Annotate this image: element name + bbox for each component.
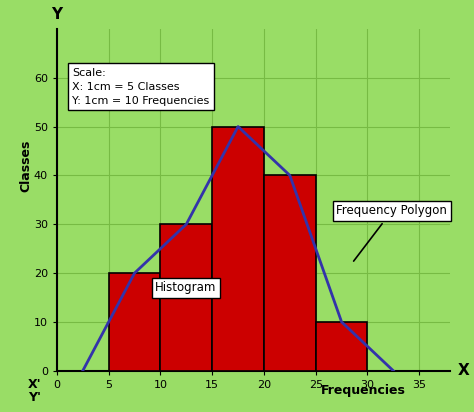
Text: Y': Y' <box>28 391 41 404</box>
Bar <box>316 322 367 371</box>
Bar <box>264 176 316 371</box>
Text: Frequencies: Frequencies <box>321 384 406 398</box>
Bar <box>212 126 264 371</box>
Text: Y: Y <box>51 7 63 22</box>
Text: X: X <box>458 363 470 378</box>
Bar <box>109 273 160 371</box>
Text: Histogram: Histogram <box>155 281 217 294</box>
Text: Frequency Polygon: Frequency Polygon <box>337 204 447 261</box>
Text: Scale:
X: 1cm = 5 Classes
Y: 1cm = 10 Frequencies: Scale: X: 1cm = 5 Classes Y: 1cm = 10 Fr… <box>73 68 210 106</box>
Text: Classes: Classes <box>19 139 32 192</box>
Text: X': X' <box>27 378 41 391</box>
Bar <box>160 224 212 371</box>
